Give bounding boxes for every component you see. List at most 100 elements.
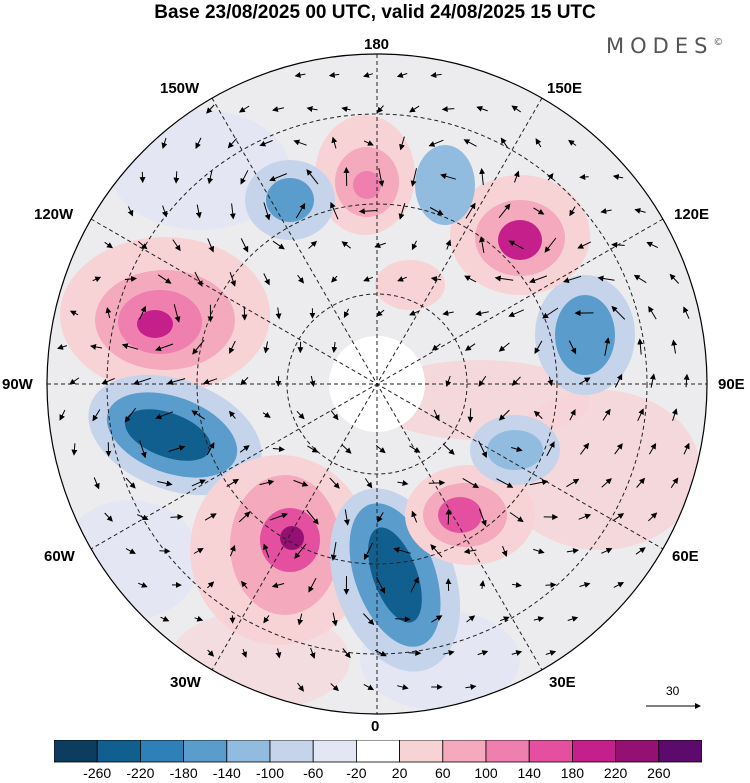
wind-vector-arrow (569, 206, 576, 217)
wind-vector-arrow (498, 203, 511, 219)
wind-vector-arrow (195, 137, 202, 149)
colorbar-tick-label: 180 (560, 765, 585, 781)
wind-vector-arrow (155, 411, 174, 420)
wind-vector-arrow (547, 172, 554, 181)
wind-vector-arrow (191, 479, 206, 487)
wind-vector-arrow (125, 548, 136, 554)
wind-vector-arrow (308, 240, 318, 249)
wind-vector-arrow (330, 542, 337, 561)
colorbar-swatch (312, 740, 357, 763)
wind-vector-arrow (476, 105, 488, 112)
wind-vector-arrow (161, 137, 168, 149)
wind-vector-arrow (463, 139, 477, 147)
wind-vector-arrow (411, 240, 418, 251)
wind-vector-arrow (306, 169, 319, 185)
wind-vector-arrow (534, 340, 543, 354)
wind-vector-arrow (343, 509, 350, 526)
wind-vector-arrow (433, 409, 440, 422)
wind-vector-arrow (511, 446, 523, 453)
wind-vector-arrow (464, 343, 476, 351)
wind-vector-arrow (138, 582, 148, 588)
wind-vector-arrow (410, 576, 419, 593)
wind-vector-arrow (240, 580, 248, 589)
wind-vector-arrow (445, 239, 452, 250)
colorbar-swatch (528, 740, 573, 763)
wind-vector-arrow (445, 508, 452, 525)
wind-vector-arrow (308, 577, 317, 593)
wind-vector-arrow (160, 615, 170, 622)
wind-vector-arrow (269, 173, 287, 182)
wind-vector-arrow (399, 136, 405, 151)
wind-vector-arrow (509, 512, 524, 523)
wind-vector-arrow (173, 304, 181, 323)
wind-vector-arrow (494, 275, 514, 282)
wind-vector-arrow (411, 510, 418, 523)
wind-vector-arrow (578, 513, 592, 520)
colorbar-tick-label: 140 (517, 765, 541, 781)
wind-vector-arrow (104, 512, 113, 522)
wind-vector-arrow (669, 273, 680, 284)
wind-vector-arrow (363, 683, 375, 691)
wind-vector-arrow (207, 170, 214, 185)
wind-vector-arrow (331, 275, 338, 283)
wind-vector-arrow (511, 105, 521, 113)
wind-vector-arrow (127, 206, 134, 217)
wind-vector-arrow (568, 340, 577, 355)
anomaly-negative-scandinavia (368, 527, 422, 623)
wind-vector-arrow (271, 582, 285, 589)
wind-vector-arrow (159, 548, 171, 554)
wind-vector-arrow (195, 204, 202, 219)
wind-vector-arrow (511, 376, 521, 386)
wind-vector-arrow (241, 306, 248, 321)
wind-vector-arrow (309, 375, 316, 387)
wind-vector-arrow (343, 308, 350, 318)
wind-vector-arrow (614, 443, 623, 455)
wind-vector-arrow (637, 408, 644, 422)
wind-vector-arrow (331, 612, 338, 627)
wind-vector-arrow (263, 615, 270, 624)
anomaly-positive-w-siberia (438, 497, 482, 533)
wind-vector-arrow (263, 341, 270, 354)
wind-vector-arrow (562, 275, 582, 284)
anomaly-positive-kamchatka (498, 220, 542, 260)
colorbar-swatch (355, 740, 400, 763)
lon-label-150e: 150E (547, 80, 583, 97)
reference-vector-label: 30 (666, 684, 680, 698)
wind-vector-arrow (602, 408, 611, 421)
wind-vector-arrow (272, 446, 285, 453)
wind-vector-arrow (207, 581, 215, 589)
wind-vector-arrow (479, 168, 486, 186)
wind-vector-arrow (397, 276, 407, 282)
wind-vector-arrow (496, 478, 514, 488)
wind-vector-arrow (207, 649, 215, 657)
wind-vector-arrow (429, 207, 444, 215)
wind-vector-arrow (395, 616, 411, 623)
wind-vector-arrow (330, 683, 339, 692)
colorbar-tick-label: -100 (255, 765, 285, 781)
lon-label-90w: 90W (2, 376, 33, 393)
wind-vector-arrow (547, 376, 554, 387)
colorbar-swatch (615, 740, 660, 763)
wind-vector-arrow (545, 582, 557, 588)
wind-vector-arrow (155, 343, 174, 352)
wind-vector-arrow (671, 408, 678, 421)
wind-vector-arrow (331, 136, 338, 149)
wind-vector-arrow (226, 478, 240, 488)
colorbar-tick-label: 260 (647, 765, 671, 781)
wind-vector-arrow (467, 408, 474, 423)
wind-vector-arrow (648, 306, 657, 320)
wind-vector-arrow (92, 409, 101, 422)
wind-vector-arrow (331, 341, 338, 353)
wind-vector-arrow (262, 543, 270, 558)
wind-vector-arrow (533, 410, 543, 419)
wind-vector-arrow (227, 138, 237, 149)
colorbar (54, 740, 702, 763)
wind-vector-arrow (568, 139, 577, 146)
wind-vector-arrow (499, 616, 510, 622)
colorbar-tick-label: -260 (83, 765, 112, 781)
anomaly-positive-ne-pacific (137, 310, 173, 338)
wind-vector-arrow (376, 309, 385, 317)
colorbar-swatch (226, 740, 271, 763)
wind-vector-arrow (479, 580, 486, 589)
wind-vector-arrow (358, 208, 378, 215)
